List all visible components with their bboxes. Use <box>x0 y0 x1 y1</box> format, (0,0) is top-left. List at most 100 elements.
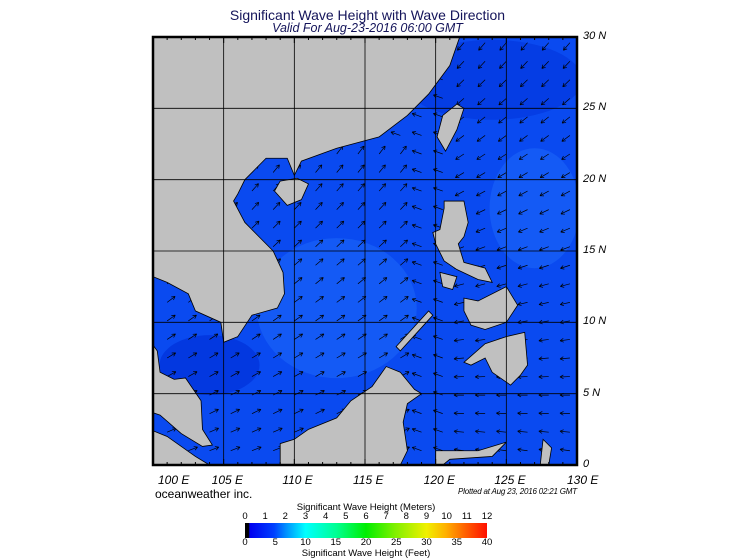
wave-direction-arrow <box>251 390 262 396</box>
wave-direction-arrow <box>378 164 386 173</box>
wave-direction-arrow <box>294 427 304 433</box>
wave-direction-arrow <box>540 135 549 142</box>
latitude-label: 20 N <box>583 172 607 185</box>
wave-direction-arrow <box>517 429 528 434</box>
wave-direction-arrow <box>538 264 549 270</box>
wave-direction-arrow <box>520 79 528 88</box>
wave-direction-arrow <box>400 183 408 192</box>
wave-direction-arrow <box>272 201 281 210</box>
wave-direction-arrow <box>411 353 422 359</box>
wave-direction-arrow <box>561 135 571 142</box>
plotted-time: Plotted at Aug 23, 2016 02:21 GMT <box>458 487 577 496</box>
wave-direction-arrow <box>496 283 507 288</box>
wave-direction-arrow <box>497 172 507 179</box>
wave-direction-arrow <box>357 183 365 192</box>
wave-direction-arrow <box>251 408 262 414</box>
wave-direction-arrow <box>209 333 219 340</box>
wave-direction-arrow <box>315 164 323 173</box>
wave-direction-arrow <box>251 446 262 452</box>
feet-tick-label: 15 <box>330 537 342 548</box>
wave-direction-arrow <box>454 190 465 197</box>
wave-direction-arrow <box>315 371 325 377</box>
meters-tick-label: 0 <box>242 511 248 522</box>
wave-direction-arrow <box>560 264 571 270</box>
latitude-label: 0 <box>583 458 590 470</box>
wave-direction-arrow <box>518 190 528 197</box>
wave-direction-arrow <box>457 42 465 51</box>
wave-direction-arrow <box>315 333 325 340</box>
wave-direction-arrow <box>538 374 549 380</box>
wave-direction-arrow <box>336 295 346 303</box>
wave-direction-arrow <box>517 264 528 270</box>
longitude-label: 125 E <box>494 473 526 487</box>
wave-direction-arrow <box>378 183 387 192</box>
wave-direction-arrow <box>166 352 176 359</box>
wave-direction-arrow <box>559 338 570 343</box>
longitude-label: 115 E <box>353 473 384 487</box>
wave-direction-arrow <box>400 258 409 266</box>
wave-direction-arrow <box>315 258 324 266</box>
wave-direction-arrow <box>378 277 388 285</box>
wave-direction-arrow <box>230 408 241 414</box>
wave-direction-arrow <box>336 333 346 340</box>
wave-direction-arrow <box>251 427 262 433</box>
wave-direction-arrow <box>456 79 465 88</box>
wave-direction-arrow <box>518 209 528 215</box>
wave-direction-arrow <box>336 390 346 396</box>
wave-direction-arrow <box>315 277 324 285</box>
wave-direction-arrow <box>230 371 240 377</box>
wave-direction-arrow <box>336 220 345 229</box>
latitude-label: 25 N <box>583 101 607 114</box>
wave-direction-arrow <box>315 183 323 192</box>
wave-direction-arrow <box>188 446 198 452</box>
wave-direction-arrow <box>498 116 507 124</box>
wave-direction-arrow <box>538 301 549 307</box>
wave-direction-arrow <box>294 258 303 266</box>
wave-direction-arrow <box>456 61 465 69</box>
wave-direction-arrow <box>455 172 465 179</box>
wave-direction-arrow <box>411 205 422 210</box>
land-borneo <box>279 366 423 466</box>
wave-direction-arrow <box>400 220 408 229</box>
wave-direction-arrow <box>166 314 176 322</box>
wave-direction-arrow <box>561 172 571 179</box>
wave-direction-arrow <box>539 209 549 215</box>
wave-direction-arrow <box>272 314 282 322</box>
land-luzon <box>432 200 493 283</box>
wave-direction-arrow <box>251 314 261 322</box>
wave-direction-arrow <box>517 411 528 416</box>
wave-direction-arrow <box>496 429 507 434</box>
meters-tick-label: 6 <box>363 511 369 522</box>
wave-direction-arrow <box>559 429 570 434</box>
meters-tick-label: 4 <box>323 511 329 522</box>
wave-direction-arrow <box>272 220 281 229</box>
wave-direction-arrow <box>294 333 304 340</box>
wave-direction-arrow <box>378 145 386 155</box>
wave-direction-arrow <box>561 153 571 160</box>
colorbar <box>245 523 487 538</box>
chart-title: Significant Wave Height with Wave Direct… <box>229 7 506 23</box>
wave-direction-arrow <box>400 277 409 285</box>
wave-direction-arrow <box>251 371 261 377</box>
ocean-patch <box>256 238 417 379</box>
wave-direction-arrow <box>477 61 486 69</box>
wave-direction-arrow <box>336 201 344 210</box>
wave-direction-arrow <box>474 411 486 416</box>
wave-direction-arrow <box>411 149 422 155</box>
wave-direction-arrow <box>188 371 198 377</box>
wave-direction-arrow <box>453 411 464 416</box>
feet-tick-label: 0 <box>242 537 248 548</box>
land-hainan <box>274 177 309 206</box>
meters-tick-label: 10 <box>441 511 452 522</box>
ocean-patch <box>489 148 580 269</box>
meters-tick-label: 12 <box>481 511 493 522</box>
wave-direction-arrow <box>517 283 528 288</box>
wave-direction-arrow <box>475 209 486 215</box>
wave-direction-arrow <box>251 201 260 210</box>
wave-direction-arrow <box>272 239 281 247</box>
wave-direction-arrow <box>475 338 486 343</box>
wave-direction-arrow <box>336 277 345 285</box>
wave-direction-arrow <box>188 333 198 340</box>
wave-direction-arrow <box>453 429 464 434</box>
